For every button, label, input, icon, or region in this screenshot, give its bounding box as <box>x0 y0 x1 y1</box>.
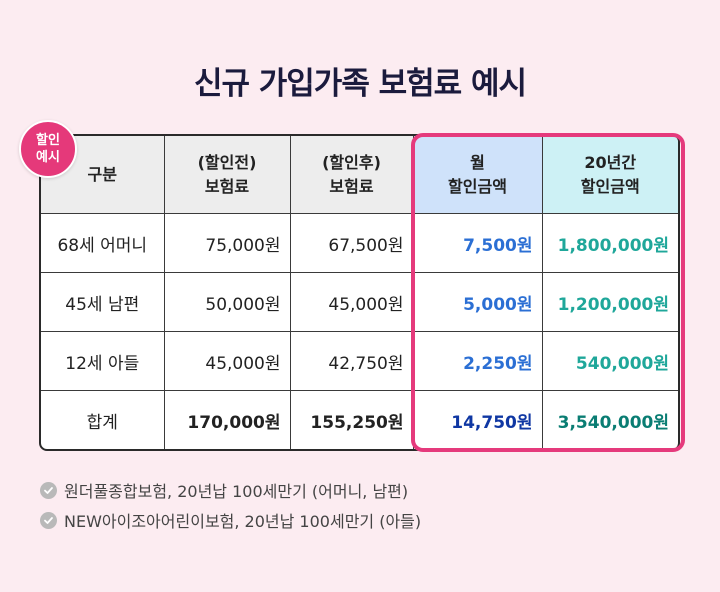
footnote-text: 원더풀종합보험, 20년납 100세만기 (어머니, 남편) <box>64 482 409 501</box>
footnote-text: NEW아이조아어린이보험, 20년납 100세만기 (아들) <box>64 512 422 531</box>
check-circle-icon <box>40 481 57 499</box>
monthly-discount: 2,250원 <box>412 331 543 391</box>
premium-table: 구분 (할인전) 보험료 (할인후) 보험료 월 할인금액 20년간 할인금액 68세 … <box>39 134 680 451</box>
footnotes: 원더풀종합보험, 20년납 100세만기 (어머니, 남편) NEW아이조아어린… <box>40 475 421 535</box>
before-premium: 75,000원 <box>163 213 291 273</box>
after-premium: 42,750원 <box>289 331 414 391</box>
after-premium: 67,500원 <box>289 213 414 273</box>
badge-line-1: 할인 <box>36 133 60 148</box>
table-row: 12세 아들 45,000원 42,750원 2,250원 540,000원 <box>41 331 678 391</box>
monthly-discount: 7,500원 <box>412 213 543 273</box>
row-label: 68세 어머니 <box>41 213 165 273</box>
header-20yr-discount: 20년간 할인금액 <box>541 136 678 214</box>
footnote-item: NEW아이조아어린이보험, 20년납 100세만기 (아들) <box>40 505 421 535</box>
before-premium: 50,000원 <box>163 272 291 332</box>
table-row: 68세 어머니 75,000원 67,500원 7,500원 1,800,000… <box>41 213 678 273</box>
twenty-year-discount: 540,000원 <box>541 331 678 391</box>
table-header-row: 구분 (할인전) 보험료 (할인후) 보험료 월 할인금액 20년간 할인금액 <box>41 136 678 214</box>
monthly-discount: 14,750원 <box>412 390 543 449</box>
row-label: 45세 남편 <box>41 272 165 332</box>
twenty-year-discount: 1,200,000원 <box>541 272 678 332</box>
badge-line-2: 예시 <box>36 150 60 165</box>
twenty-year-discount: 1,800,000원 <box>541 213 678 273</box>
table-row: 45세 남편 50,000원 45,000원 5,000원 1,200,000원 <box>41 272 678 332</box>
before-premium: 170,000원 <box>163 390 291 449</box>
monthly-discount: 5,000원 <box>412 272 543 332</box>
header-after-discount: (할인후) 보험료 <box>289 136 414 214</box>
before-premium: 45,000원 <box>163 331 291 391</box>
discount-example-badge: 할인 예시 <box>19 120 77 178</box>
header-monthly-discount: 월 할인금액 <box>412 136 543 214</box>
row-label: 12세 아들 <box>41 331 165 391</box>
after-premium: 155,250원 <box>289 390 414 449</box>
twenty-year-discount: 3,540,000원 <box>541 390 678 449</box>
header-before-discount: (할인전) 보험료 <box>163 136 291 214</box>
row-label: 합계 <box>41 390 165 449</box>
after-premium: 45,000원 <box>289 272 414 332</box>
total-row: 합계 170,000원 155,250원 14,750원 3,540,000원 <box>41 390 678 449</box>
header-category: 구분 <box>41 136 165 214</box>
footnote-item: 원더풀종합보험, 20년납 100세만기 (어머니, 남편) <box>40 475 421 505</box>
check-circle-icon <box>40 511 57 529</box>
page-title: 신규 가입가족 보험료 예시 <box>193 66 527 102</box>
